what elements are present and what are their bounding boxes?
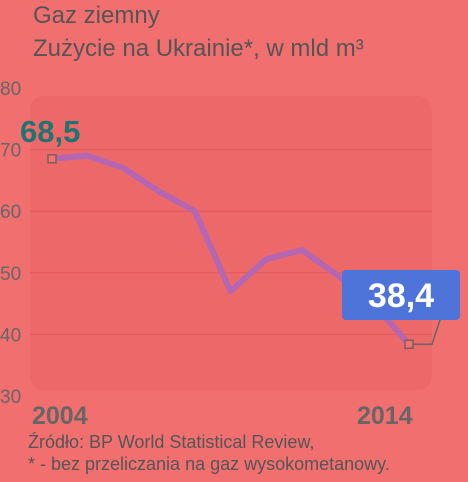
data-point <box>335 272 341 278</box>
y-tick-label: 30 <box>0 387 21 408</box>
plot-area <box>30 96 432 390</box>
end-value-label: 38,4 <box>368 277 434 315</box>
x-tick-label: 2004 <box>32 402 88 430</box>
source-text: Źródło: BP World Statistical Review, <box>28 432 315 452</box>
start-value-label: 68,5 <box>20 114 80 149</box>
end-value-box <box>342 270 460 320</box>
footnote-text: * - bez przeliczania na gaz wysokometano… <box>28 454 390 474</box>
y-tick-label: 80 <box>0 79 21 100</box>
data-point <box>120 165 126 171</box>
y-tick-label: 60 <box>0 202 21 223</box>
data-point <box>156 188 162 194</box>
y-tick-label: 40 <box>0 325 21 346</box>
end-label-leader <box>413 319 441 346</box>
data-point <box>85 153 91 159</box>
data-point <box>263 256 269 262</box>
chart-title: Gaz ziemny <box>33 2 160 29</box>
data-point <box>228 288 234 294</box>
y-tick-label: 50 <box>0 264 21 285</box>
end-point-marker <box>404 339 414 350</box>
data-point <box>299 247 305 253</box>
chart-subtitle: Zużycie na Ukrainie*, w mld m³ <box>33 35 364 62</box>
start-point-marker <box>47 154 57 164</box>
data-point <box>192 208 198 214</box>
y-tick-label: 70 <box>0 141 21 162</box>
x-tick-label: 2014 <box>357 402 413 430</box>
